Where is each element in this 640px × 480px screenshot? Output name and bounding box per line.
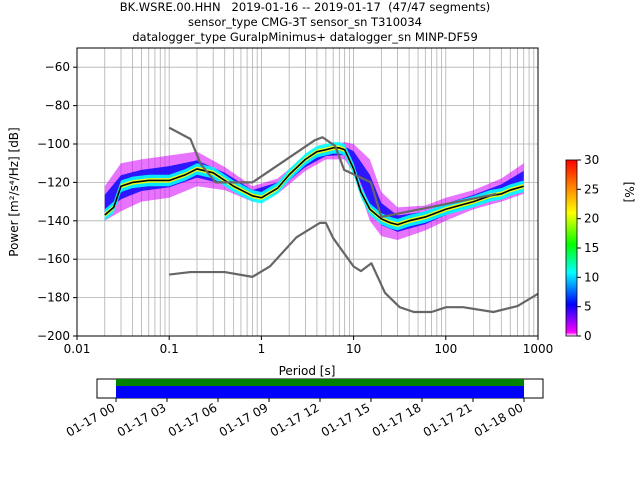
y-axis-ticks: −200 −180 −160 −140 −120 −100 −80 −60 [37, 60, 77, 343]
series-lines [104, 126, 538, 314]
y-axis-label: Power [m²/s⁴/Hz] [dB] [7, 127, 21, 256]
x-tick-label: 0.01 [64, 342, 91, 356]
time-tick-label: 01-17 15 [319, 400, 373, 439]
x-tick-label: 1000 [523, 342, 554, 356]
y-tick-label: −80 [45, 99, 70, 113]
x-tick-label: 1 [258, 342, 266, 356]
colorbar-tick-label: 25 [584, 182, 599, 196]
x-tick-label: 10 [346, 342, 361, 356]
y-tick-label: −180 [37, 291, 70, 305]
colorbar-tick-label: 5 [584, 300, 592, 314]
time-tick-label: 01-17 12 [268, 400, 322, 439]
psd-plot-area: 0.01 0.1 1 10 100 1000 −200 −180 −160 −140 −120 −1… [7, 47, 554, 378]
x-tick-label: 100 [434, 342, 457, 356]
y-tick-label: −200 [37, 329, 70, 343]
y-tick-label: −140 [37, 214, 70, 228]
gap-strip [116, 379, 524, 386]
time-tick-label: 01-17 21 [421, 400, 475, 439]
title-line-1: BK.WSRE.00.HHN 2019-01-16 -- 2019-01-17 … [119, 0, 491, 14]
x-axis-label: Period [s] [279, 364, 336, 378]
y-tick-label: −160 [37, 252, 70, 266]
time-tick-label: 01-18 00 [472, 400, 526, 439]
grid-lines [77, 48, 538, 337]
colorbar-tick-label: 10 [584, 270, 599, 284]
y-tick-label: −60 [45, 60, 70, 74]
probability-density-band [104, 142, 524, 240]
chart-title: BK.WSRE.00.HHN 2019-01-16 -- 2019-01-17 … [0, 0, 610, 45]
title-line-3: datalogger_type GuralpMinimus+ datalogge… [132, 30, 478, 44]
colorbar-label: [%] [622, 182, 636, 203]
colorbar-tick-label: 0 [584, 329, 592, 343]
nlnm-line [169, 221, 538, 314]
colorbar-tick-label: 15 [584, 241, 599, 255]
colorbar-tick-label: 20 [584, 212, 599, 226]
time-tick-label: 01-17 00 [64, 400, 118, 439]
x-axis-ticks: 0.01 0.1 1 10 100 1000 [64, 336, 554, 356]
title-line-2: sensor_type CMG-3T sensor_sn T310034 [188, 15, 422, 29]
time-tick-label: 01-17 06 [166, 400, 220, 439]
x-tick-label: 0.1 [160, 342, 179, 356]
mode-line [104, 147, 524, 226]
time-tick-label: 01-17 03 [115, 400, 169, 439]
data-strip [116, 386, 524, 398]
colorbar: 0 5 10 15 20 25 30 [%] [565, 153, 636, 343]
y-tick-label: −100 [37, 137, 70, 151]
nhnm-line [168, 126, 497, 219]
time-tick-label: 01-17 18 [370, 400, 424, 439]
y-tick-label: −120 [37, 175, 70, 189]
colorbar-ticks: 0 5 10 15 20 25 30 [577, 153, 599, 343]
colorbar-gradient [565, 159, 578, 337]
colorbar-tick-label: 30 [584, 153, 599, 167]
time-tick-label: 01-17 09 [217, 400, 271, 439]
